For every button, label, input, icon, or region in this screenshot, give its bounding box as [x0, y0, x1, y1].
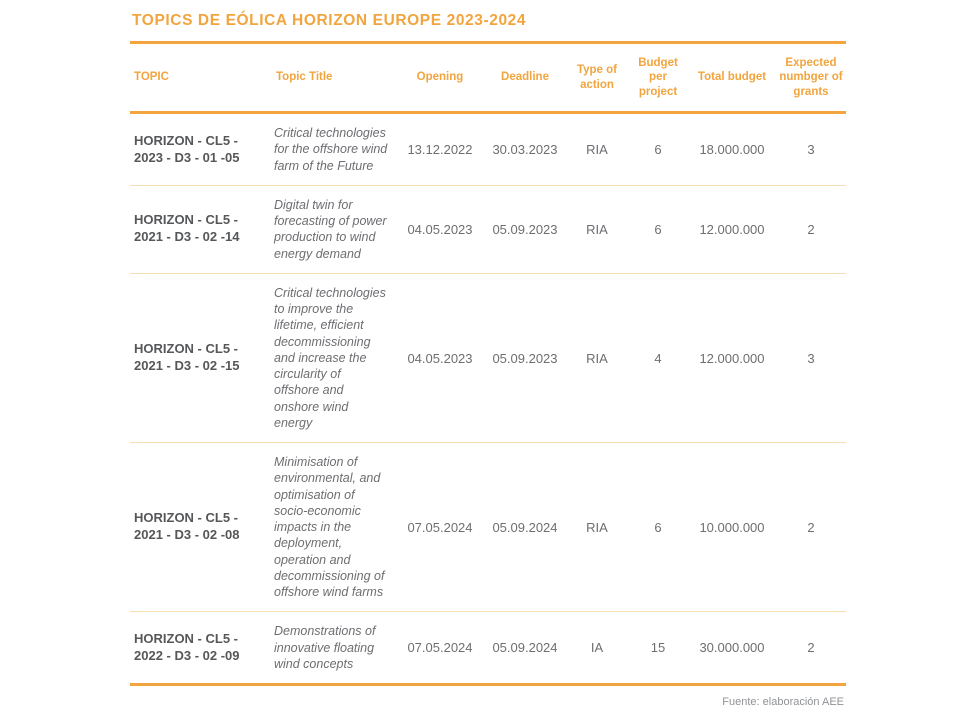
cell-total-budget: 12.000.000	[699, 350, 765, 366]
cell-deadline-date: 05.09.2023	[492, 350, 558, 366]
page-title: TOPICS DE EÓLICA HORIZON EUROPE 2023-202…	[132, 12, 527, 29]
cell-expected-grants: 2	[807, 221, 815, 237]
header-row: TOPIC Topic Title Opening Deadline Type …	[130, 44, 846, 113]
cell-deadline-date: 05.09.2023	[492, 221, 558, 237]
column-header-title: Topic Title	[276, 71, 333, 84]
cell-budget-per-project: 6	[654, 142, 662, 157]
table-body: HORIZON - CL5 - 2023 - D3 - 01 -05 Criti…	[130, 113, 846, 685]
cell-opening-date: 04.05.2023	[407, 350, 473, 366]
cell-topic-id: HORIZON - CL5 - 2022 - D3 - 02 -09	[134, 630, 240, 663]
cell-topic-id: HORIZON - CL5 - 2021 - D3 - 02 -14	[134, 212, 240, 245]
cell-topic-id: HORIZON - CL5 - 2021 - D3 - 02 -08	[134, 510, 240, 543]
cell-type-of-action: RIA	[586, 221, 608, 237]
page: TOPICS DE EÓLICA HORIZON EUROPE 2023-202…	[130, 12, 846, 708]
cell-expected-grants: 3	[807, 350, 815, 366]
cell-topic-id: HORIZON - CL5 - 2021 - D3 - 02 -15	[134, 341, 240, 373]
cell-topic-title: Digital twin for forecasting of power pr…	[274, 197, 387, 261]
table-row: HORIZON - CL5 - 2021 - D3 - 02 -08 Minim…	[130, 442, 846, 612]
column-header-deadline: Deadline	[501, 71, 549, 84]
cell-type-of-action: IA	[590, 640, 604, 656]
cell-deadline-date: 30.03.2023	[492, 142, 558, 157]
cell-budget-per-project: 6	[654, 519, 662, 535]
cell-deadline-date: 05.09.2024	[492, 519, 558, 535]
cell-opening-date: 13.12.2022	[407, 142, 473, 157]
cell-expected-grants: 3	[807, 142, 815, 157]
cell-total-budget: 18.000.000	[699, 142, 765, 157]
cell-topic-title: Demonstrations of innovative floating wi…	[274, 624, 376, 671]
topics-table: TOPIC Topic Title Opening Deadline Type …	[130, 44, 846, 686]
cell-budget-per-project: 6	[654, 221, 662, 237]
cell-type-of-action: RIA	[586, 350, 608, 366]
cell-deadline-date: 05.09.2024	[492, 640, 558, 656]
title-rule	[130, 41, 846, 44]
cell-total-budget: 30.000.000	[699, 640, 765, 656]
column-header-opening: Opening	[416, 71, 464, 84]
table-container: TOPICS DE EÓLICA HORIZON EUROPE 2023-202…	[130, 12, 846, 708]
cell-opening-date: 07.05.2024	[407, 640, 473, 656]
column-header-total: Total budget	[697, 71, 767, 84]
cell-type-of-action: RIA	[586, 142, 608, 157]
cell-expected-grants: 2	[807, 519, 815, 535]
column-header-topic: TOPIC	[134, 71, 169, 84]
cell-total-budget: 12.000.000	[699, 221, 765, 237]
column-header-grants: Expected numbger of grants	[779, 57, 843, 98]
cell-topic-title: Critical technologies for the offshore w…	[274, 126, 388, 173]
cell-topic-title: Minimisation of environmental, and optim…	[274, 455, 385, 600]
table-row: HORIZON - CL5 - 2021 - D3 - 02 -15 Criti…	[130, 273, 846, 442]
column-header-budget: Budget per project	[638, 57, 678, 98]
cell-budget-per-project: 4	[654, 350, 662, 366]
cell-total-budget: 10.000.000	[699, 519, 765, 535]
cell-opening-date: 07.05.2024	[407, 519, 473, 535]
column-header-type: Type of action	[576, 64, 618, 91]
cell-topic-id: HORIZON - CL5 - 2023 - D3 - 01 -05	[134, 132, 240, 165]
table-header: TOPIC Topic Title Opening Deadline Type …	[130, 44, 846, 113]
cell-budget-per-project: 15	[650, 640, 666, 656]
cell-expected-grants: 2	[807, 640, 815, 656]
source-note: Fuente: elaboración AEE	[722, 696, 844, 708]
cell-opening-date: 04.05.2023	[407, 221, 473, 237]
table-row: HORIZON - CL5 - 2021 - D3 - 02 -14 Digit…	[130, 185, 846, 273]
cell-type-of-action: RIA	[586, 519, 608, 535]
cell-topic-title: Critical technologies to improve the lif…	[274, 285, 386, 430]
table-row: HORIZON - CL5 - 2022 - D3 - 02 -09 Demon…	[130, 611, 846, 685]
table-row: HORIZON - CL5 - 2023 - D3 - 01 -05 Criti…	[130, 113, 846, 186]
